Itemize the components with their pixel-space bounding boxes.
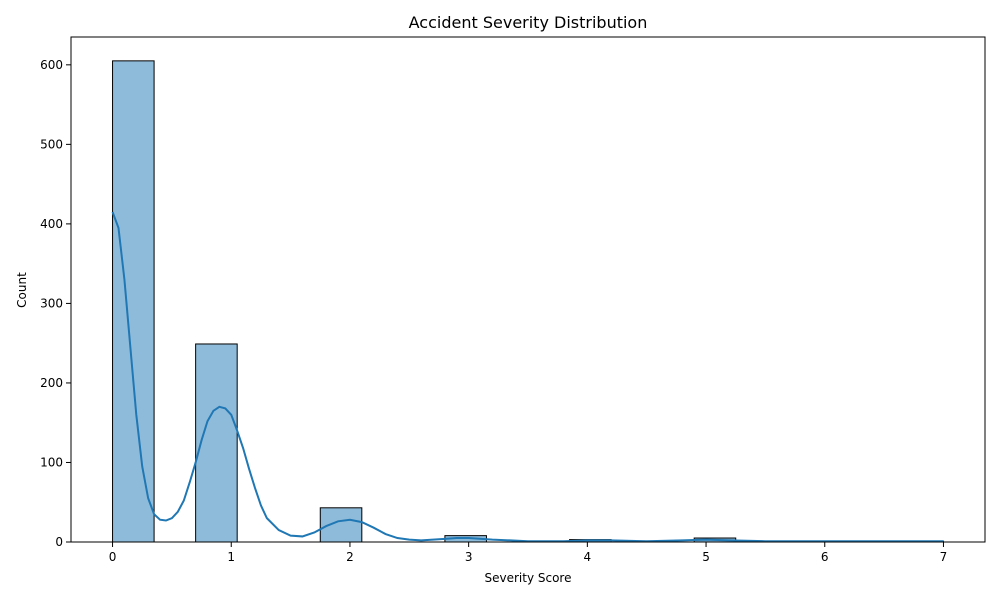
y-tick-label-500: 500: [40, 137, 63, 151]
x-tick-label-2: 2: [346, 550, 354, 564]
x-tick-label-7: 7: [940, 550, 948, 564]
y-tick-label-400: 400: [40, 217, 63, 231]
histogram-bar-0: [112, 60, 155, 543]
x-tick-label-5: 5: [702, 550, 710, 564]
kde-line: [111, 211, 944, 543]
chart-title: Accident Severity Distribution: [409, 13, 648, 32]
y-tick-label-200: 200: [40, 376, 63, 390]
plot-frame: [70, 36, 986, 543]
x-tick-label-3: 3: [465, 550, 473, 564]
x-tick-label-4: 4: [584, 550, 592, 564]
x-tick-label-1: 1: [227, 550, 235, 564]
y-tick-label-100: 100: [40, 455, 63, 469]
y-tick-label-0: 0: [55, 535, 63, 549]
y-tick-label-600: 600: [40, 58, 63, 72]
y-axis-label: Count: [15, 272, 29, 308]
bars-group: [112, 60, 944, 543]
x-tick-label-6: 6: [821, 550, 829, 564]
x-axis-ticks: 0 1 2 3 4 5 6 7: [109, 542, 948, 564]
y-tick-label-300: 300: [40, 296, 63, 310]
y-axis-ticks: 0 100 200 300 400 500 600: [40, 58, 71, 549]
x-axis-label: Severity Score: [485, 571, 572, 585]
x-tick-label-0: 0: [109, 550, 117, 564]
histogram-bar-2: [195, 343, 238, 543]
